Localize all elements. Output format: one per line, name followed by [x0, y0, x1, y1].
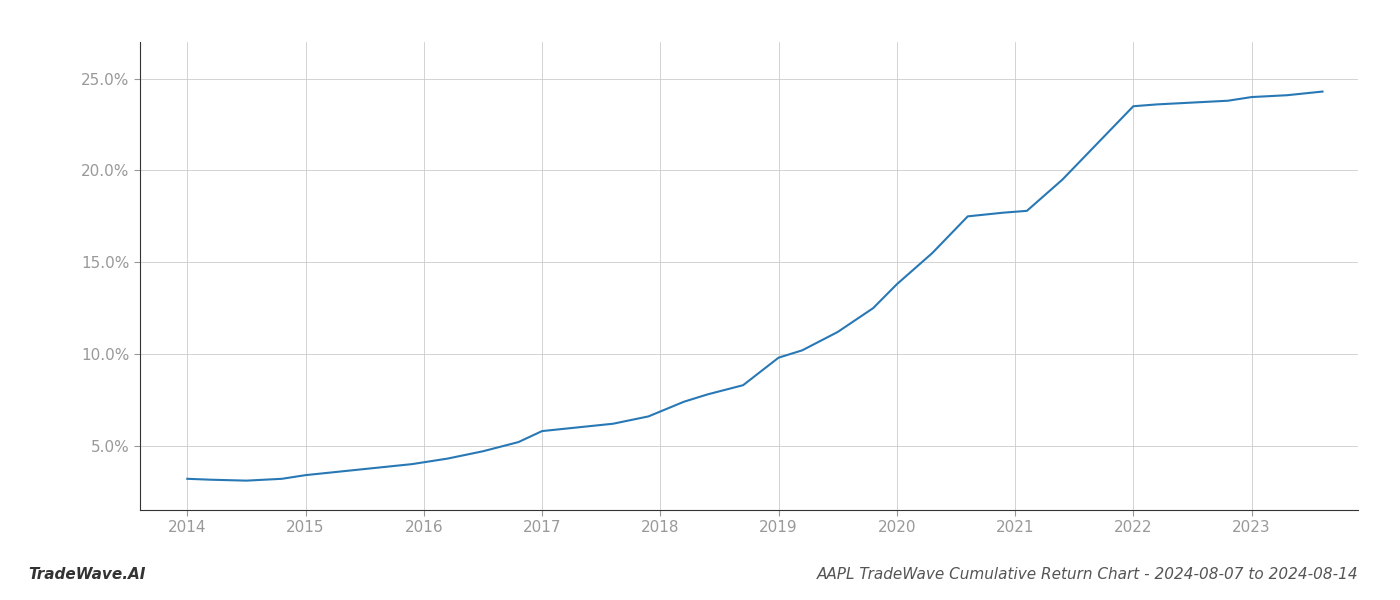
Text: AAPL TradeWave Cumulative Return Chart - 2024-08-07 to 2024-08-14: AAPL TradeWave Cumulative Return Chart -…: [816, 567, 1358, 582]
Text: TradeWave.AI: TradeWave.AI: [28, 567, 146, 582]
